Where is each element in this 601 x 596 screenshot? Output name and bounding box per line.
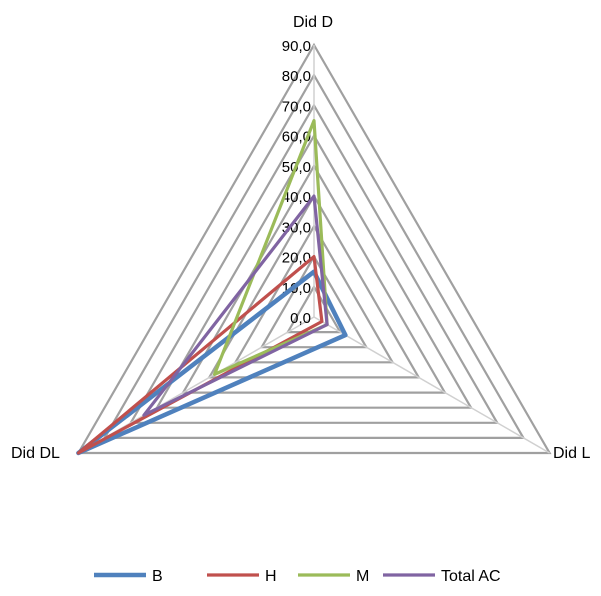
axis-label-did-d: Did D <box>293 14 333 31</box>
legend-label: Total AC <box>441 568 501 585</box>
series-line-m <box>212 118 329 376</box>
grid-ring <box>155 133 473 409</box>
radar-series <box>76 118 348 456</box>
axis-spoke <box>313 316 550 454</box>
tick-label: 30,0 <box>282 219 311 236</box>
grid-ring <box>128 103 500 424</box>
series-line-total-ac <box>142 194 329 417</box>
tick-label: 40,0 <box>282 189 311 206</box>
axis-label-did-l: Did L <box>553 445 590 462</box>
series-line-b <box>76 269 348 456</box>
tick-label: 70,0 <box>282 98 311 115</box>
tick-label: 80,0 <box>282 68 311 85</box>
radar-grid <box>76 42 552 455</box>
tick-label: 0,0 <box>290 310 311 327</box>
legend-label: M <box>356 568 369 585</box>
tick-label: 60,0 <box>282 129 311 146</box>
grid-ring <box>76 42 552 455</box>
tick-label: 90,0 <box>282 38 311 55</box>
grid-ring <box>207 193 421 379</box>
legend-label: B <box>152 568 163 585</box>
tick-label: 20,0 <box>282 250 311 267</box>
grid-ring <box>233 224 395 364</box>
axis-labels: Did D Did L Did DL <box>11 14 590 462</box>
chart-legend: B H M Total AC <box>94 568 501 585</box>
grid-ring <box>102 72 526 439</box>
axis-label-did-dl: Did DL <box>11 445 60 462</box>
legend-label: H <box>265 568 277 585</box>
